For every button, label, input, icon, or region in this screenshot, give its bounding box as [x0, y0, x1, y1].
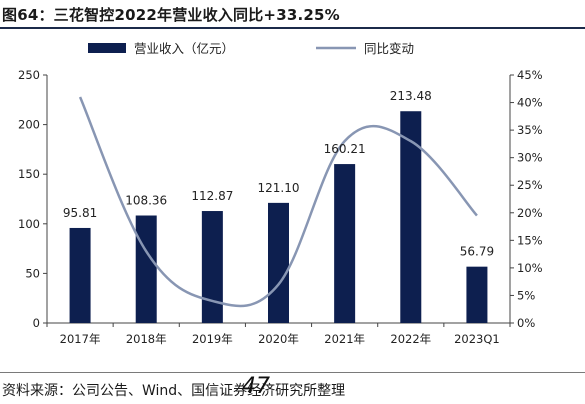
- revenue-bar: [268, 202, 289, 323]
- y-left-tick-label: 200: [18, 118, 40, 132]
- y-left-tick-label: 100: [18, 217, 40, 231]
- y-right-tick-label: 35%: [517, 123, 543, 137]
- x-tick-label: 2022年: [390, 332, 431, 346]
- revenue-data-label: 121.10: [258, 181, 300, 195]
- revenue-data-label: 95.81: [63, 206, 97, 220]
- revenue-data-label: 213.48: [390, 89, 432, 103]
- revenue-data-label: 108.36: [125, 194, 167, 208]
- revenue-chart: 营业收入（亿元） 同比变动 0 50 100 150 200 250 0% 5% 10% 15% 2…: [18, 41, 543, 346]
- legend-label-revenue: 营业收入（亿元）: [134, 41, 234, 56]
- y-right-tick-label: 45%: [517, 68, 543, 82]
- y-right-tick-label: 15%: [517, 233, 543, 247]
- x-tick-label: 2018年: [126, 332, 167, 346]
- revenue-bar: [400, 111, 422, 323]
- revenue-bar: [201, 211, 223, 323]
- page-number-watermark: 47: [242, 374, 270, 399]
- title-rule: [0, 27, 585, 29]
- x-tick-label: 2017年: [60, 332, 101, 346]
- figure-title: 图64：三花智控2022年营业收入同比+33.25%: [2, 6, 340, 24]
- revenue-bar: [466, 266, 488, 323]
- y-right-tick-label: 5%: [517, 288, 535, 302]
- y-left-tick-label: 250: [18, 68, 40, 82]
- revenue-bar: [334, 164, 356, 323]
- revenue-data-label: 160.21: [324, 142, 366, 156]
- revenue-bar: [135, 215, 157, 323]
- legend-swatch-bar: [88, 43, 126, 53]
- revenue-bar: [69, 227, 91, 323]
- revenue-data-label: 56.79: [460, 245, 494, 259]
- legend-label-yoy: 同比变动: [364, 41, 414, 56]
- y-right-tick-label: 30%: [517, 151, 543, 165]
- y-right-tick-label: 20%: [517, 206, 543, 220]
- source-rule: [0, 372, 585, 373]
- source-note: 资料来源：公司公告、Wind、国信证券经济研究所整理: [2, 383, 346, 399]
- x-tick-label: 2020年: [258, 332, 299, 346]
- x-tick-label: 2021年: [324, 332, 365, 346]
- y-left-tick-label: 150: [18, 167, 40, 181]
- revenue-data-label: 112.87: [191, 189, 233, 203]
- x-tick-label: 2019年: [192, 332, 233, 346]
- y-left-tick-label: 50: [25, 266, 40, 280]
- y-right-tick-label: 10%: [517, 261, 543, 275]
- chart-legend: 营业收入（亿元） 同比变动: [88, 41, 414, 56]
- x-tick-label: 2023Q1: [454, 332, 500, 346]
- y-right-tick-label: 25%: [517, 178, 543, 192]
- yoy-growth-line: [78, 96, 478, 308]
- y-right-tick-label: 0%: [517, 316, 535, 330]
- y-left-tick-label: 0: [33, 316, 40, 330]
- y-right-tick-label: 40%: [517, 96, 543, 110]
